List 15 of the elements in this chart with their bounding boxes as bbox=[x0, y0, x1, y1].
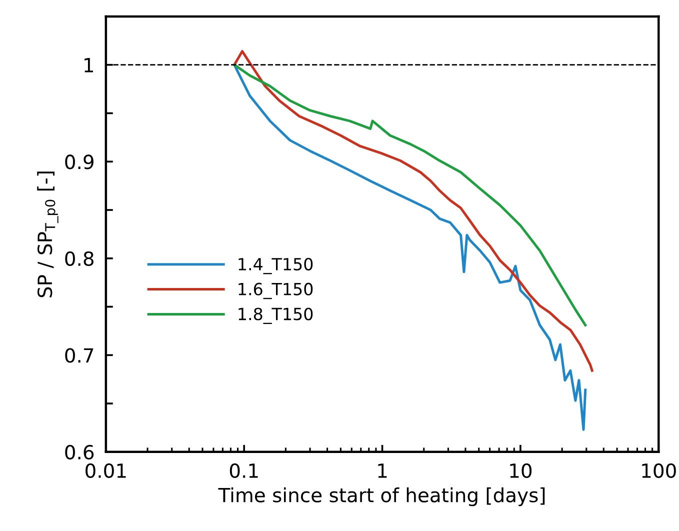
x-tick-label: 100 bbox=[642, 463, 676, 478]
x-tick-label: 10 bbox=[510, 463, 532, 478]
legend-label: 1.4_T150 bbox=[238, 258, 313, 274]
x-tick-label: 0.01 bbox=[86, 463, 126, 478]
y-tick-label: 0.9 bbox=[65, 154, 94, 170]
y-tick-label: 0.7 bbox=[65, 348, 94, 363]
x-tick-label: 0.1 bbox=[230, 463, 258, 478]
legend-label: 1.6_T150 bbox=[238, 282, 313, 300]
x-tick-label: 1 bbox=[378, 464, 387, 478]
y-tick-label: 0.6 bbox=[65, 444, 94, 460]
y-tick-label: 1 bbox=[84, 58, 94, 72]
y-tick-label: 0.8 bbox=[65, 251, 94, 266]
legend-label: 1.8_T150 bbox=[238, 308, 313, 324]
y-axis-title: SP / SP$_{T_p0}$ [-] bbox=[37, 172, 58, 298]
x-axis-title: Time since start of heating [days] bbox=[218, 487, 545, 506]
